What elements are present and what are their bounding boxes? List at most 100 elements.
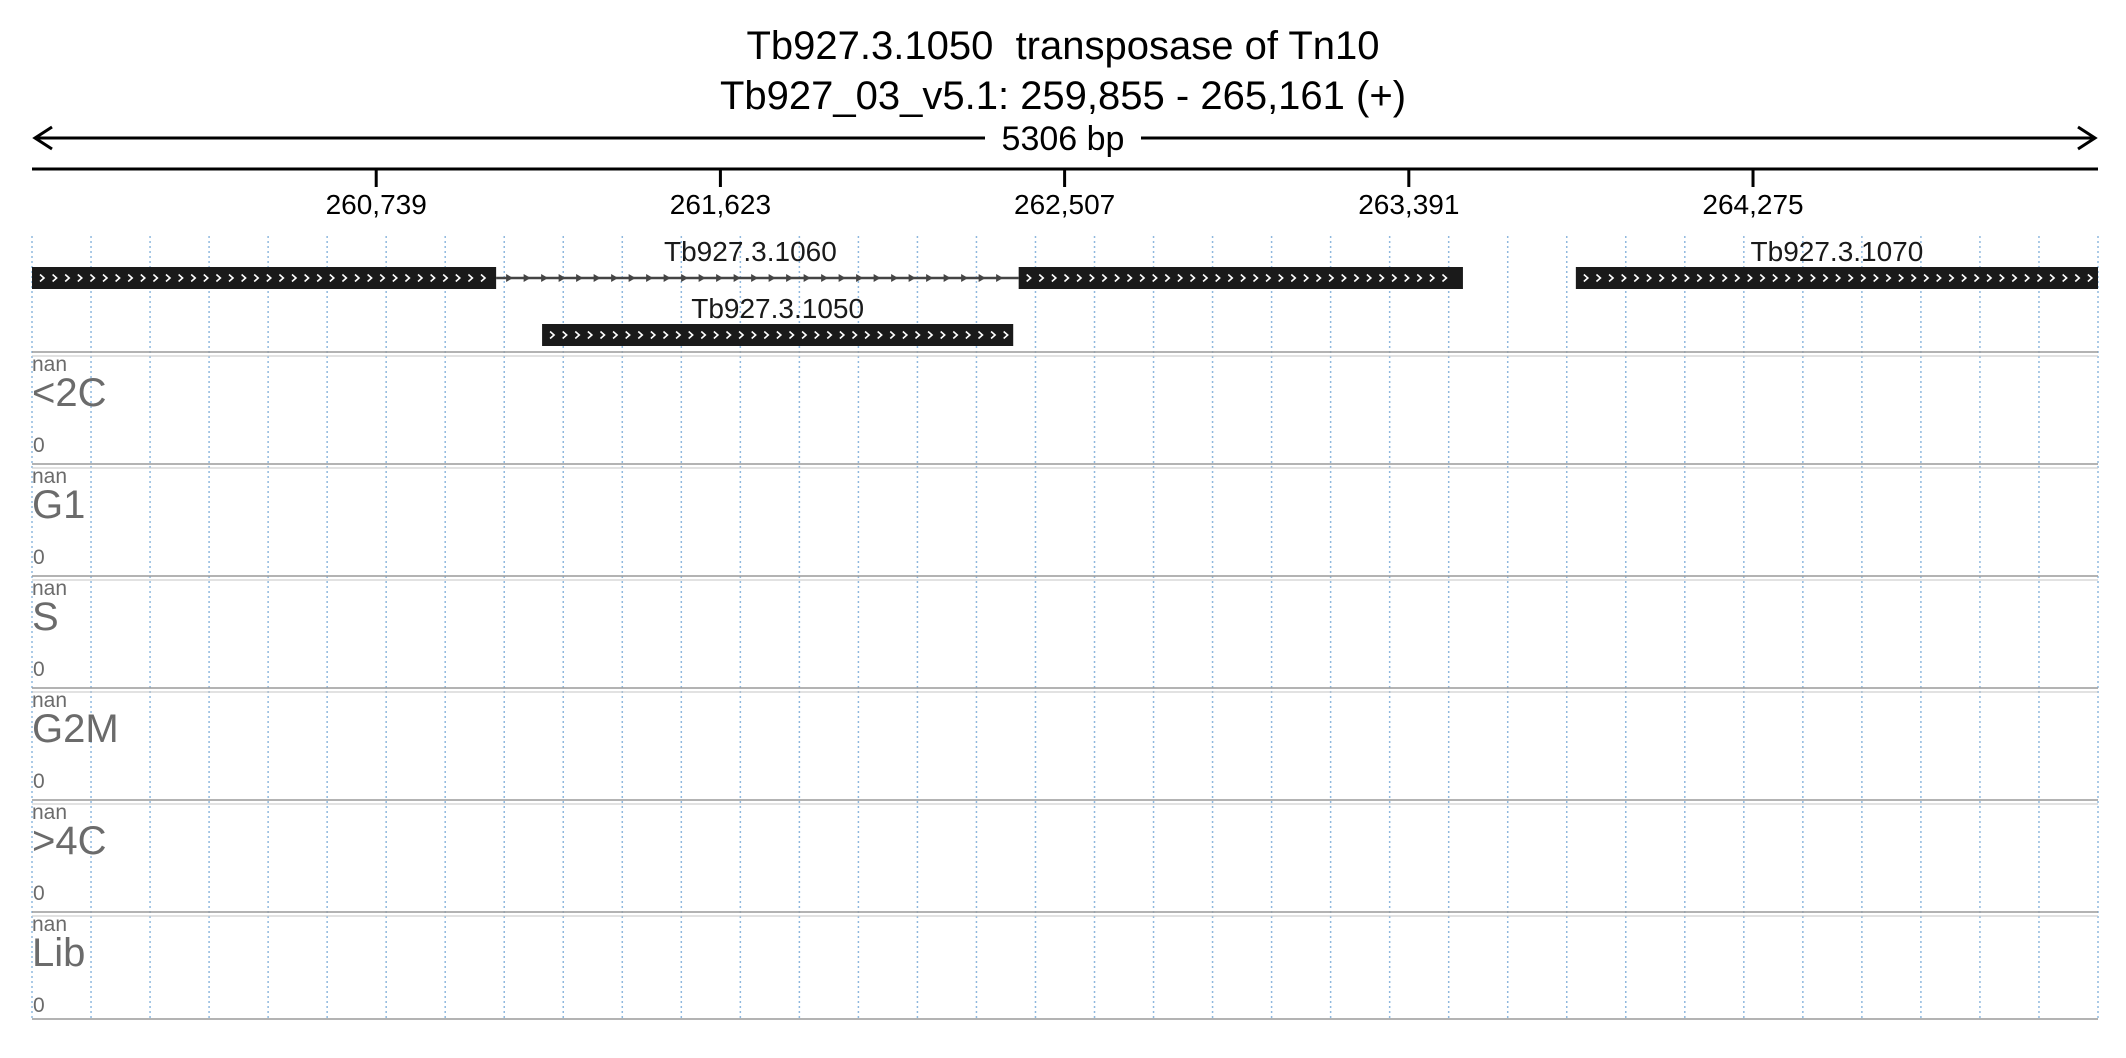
strand-arrow-mark [1961, 273, 1968, 283]
strand-arrow-mark [102, 273, 109, 283]
strand-arrow-mark [1315, 273, 1322, 283]
strand-arrow-mark [1366, 273, 1373, 283]
strand-arrow-mark [1873, 273, 1879, 283]
intron-arrow [978, 274, 986, 282]
track-min-label: 0 [33, 882, 45, 905]
track-max-label: nan [32, 801, 67, 824]
strand-arrow-mark [599, 330, 606, 340]
axis-tick-label: 264,275 [1702, 189, 1803, 220]
strand-arrow-mark [612, 330, 619, 340]
intron-arrow [646, 274, 654, 282]
strand-arrow-mark [1923, 273, 1930, 283]
strand-arrow-mark [1721, 273, 1728, 283]
axis-tick-label: 260,739 [326, 189, 427, 220]
intron-arrow [768, 274, 776, 282]
strand-arrow-mark [1810, 273, 1816, 283]
strand-arrow-mark [455, 273, 462, 283]
strand-arrow-mark [1658, 273, 1665, 283]
strand-arrow-mark [1303, 273, 1310, 283]
strand-arrow-mark [977, 330, 984, 340]
strand-arrow-mark [1671, 273, 1678, 283]
strand-arrow-mark [751, 330, 757, 340]
intron-arrow [856, 274, 864, 282]
strand-arrow-mark [1822, 273, 1829, 283]
intron-arrow [541, 274, 549, 282]
intron-arrow [926, 274, 934, 282]
strand-arrow-mark [1189, 273, 1196, 283]
intron-arrow [733, 274, 741, 282]
intron-arrow [681, 274, 689, 282]
strand-arrow-mark [241, 273, 247, 283]
strand-arrow-mark [1646, 273, 1653, 283]
track-min-label: 0 [33, 658, 45, 681]
strand-arrow-mark [203, 273, 210, 283]
strand-arrow-mark [1595, 273, 1602, 283]
strand-arrow-mark [713, 330, 720, 340]
strand-arrow-mark [392, 273, 399, 283]
strand-arrow-mark [1003, 330, 1009, 340]
strand-arrow-mark [1152, 273, 1158, 283]
intron-arrow [751, 274, 759, 282]
gene-exon-block [1575, 267, 2098, 289]
strand-arrow-mark [165, 273, 172, 283]
strand-arrow-mark [1885, 273, 1892, 283]
gene-label: Tb927.3.1050 [691, 293, 864, 324]
strand-arrow-mark [329, 273, 336, 283]
strand-arrow-mark [1898, 273, 1905, 283]
strand-arrow-mark [625, 330, 631, 340]
strand-arrow-mark [650, 330, 657, 340]
intron-arrow [838, 274, 846, 282]
strand-arrow-mark [1608, 273, 1615, 283]
strand-arrow-mark [1164, 273, 1171, 283]
strand-arrow-mark [1227, 273, 1234, 283]
strand-arrow-mark [1973, 273, 1980, 283]
strand-arrow-mark [77, 273, 84, 283]
strand-arrow-mark [1734, 273, 1741, 283]
intron-arrow [908, 274, 916, 282]
strand-arrow-mark [140, 273, 147, 283]
strand-arrow-mark [1910, 273, 1917, 283]
strand-arrow-mark [304, 273, 310, 283]
strand-arrow-mark [851, 330, 858, 340]
strand-arrow-mark [1202, 273, 1209, 283]
strand-arrow-mark [1278, 273, 1284, 283]
intron-arrow [786, 274, 794, 282]
strand-arrow-mark [1265, 273, 1272, 283]
intron-arrow [961, 274, 969, 282]
strand-arrow-mark [1177, 273, 1184, 283]
strand-arrow-mark [1583, 273, 1590, 283]
strand-arrow-mark [1797, 273, 1804, 283]
strand-arrow-mark [1772, 273, 1779, 283]
strand-arrow-mark [1835, 273, 1842, 283]
track-min-label: 0 [33, 546, 45, 569]
strand-arrow-mark [637, 330, 644, 340]
track-max-label: nan [32, 689, 67, 712]
strand-arrow-mark [1353, 273, 1360, 283]
strand-arrow-mark [2011, 273, 2018, 283]
strand-arrow-mark [316, 273, 323, 283]
strand-arrow-mark [738, 330, 745, 340]
track-min-label: 0 [33, 770, 45, 793]
track-name: G1 [32, 483, 85, 527]
strand-arrow-mark [763, 330, 770, 340]
track-max-label: nan [32, 465, 67, 488]
strand-arrow-mark [1378, 273, 1385, 283]
strand-arrow-mark [877, 330, 883, 340]
intron-arrow [611, 274, 619, 282]
axis-tick-label: 263,391 [1358, 189, 1459, 220]
strand-arrow-mark [927, 330, 934, 340]
strand-arrow-mark [190, 273, 197, 283]
strand-arrow-mark [562, 330, 568, 340]
strand-arrow-mark [253, 273, 260, 283]
strand-arrow-mark [839, 330, 846, 340]
strand-arrow-mark [1999, 273, 2005, 283]
strand-arrow-mark [39, 273, 46, 283]
intron-arrow [523, 274, 531, 282]
strand-arrow-mark [990, 330, 997, 340]
strand-arrow-mark [1139, 273, 1146, 283]
intron-arrow [891, 274, 899, 282]
strand-arrow-mark [1089, 273, 1095, 283]
track-name: Lib [32, 931, 85, 975]
gene-label: Tb927.3.1070 [1751, 236, 1924, 267]
gene-exon-block [1018, 267, 1463, 289]
